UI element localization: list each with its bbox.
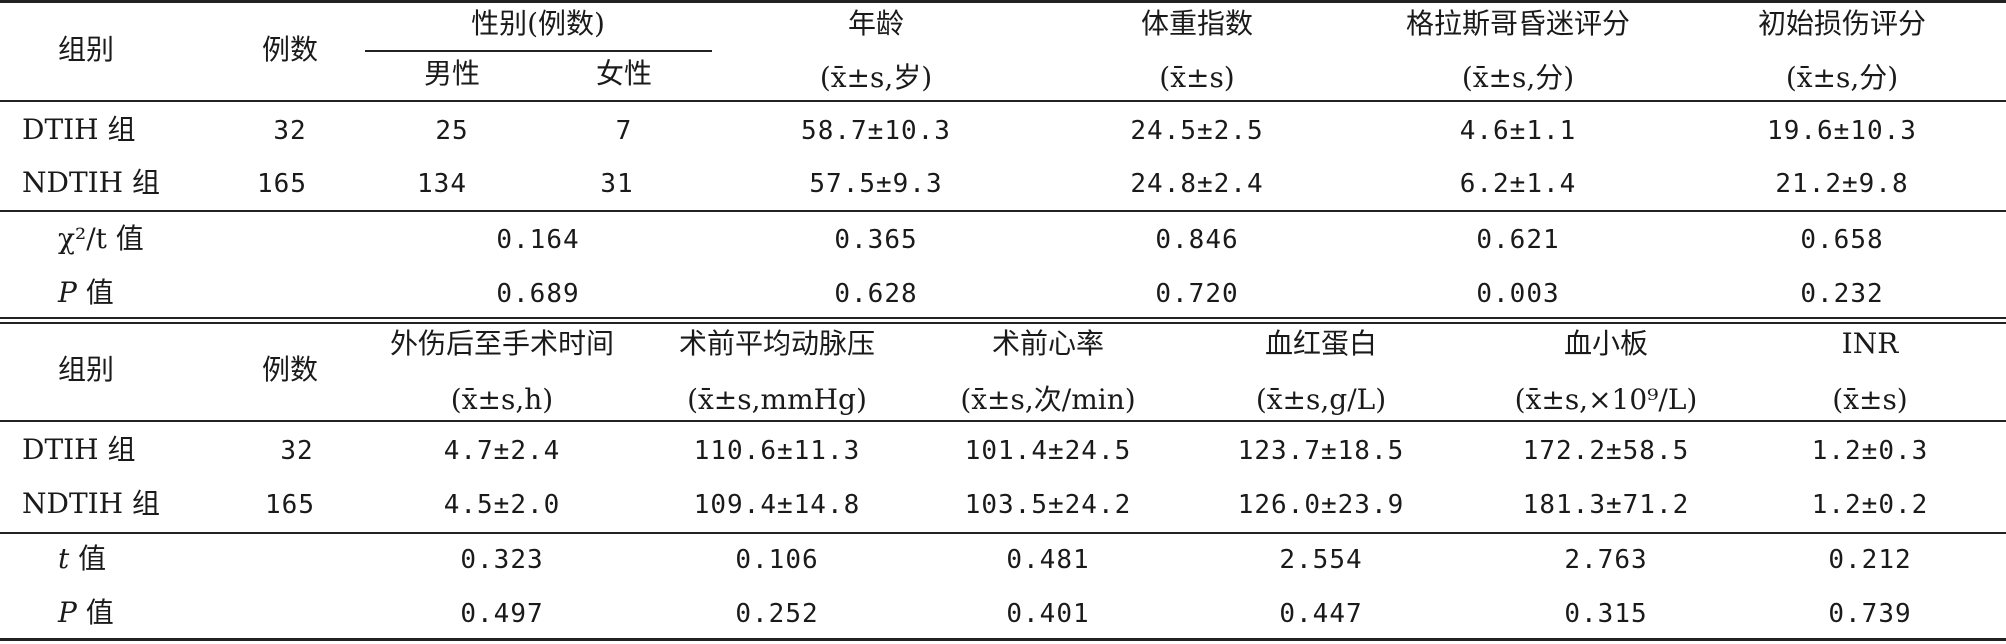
stats-label: χ²/t 值 [58, 222, 144, 255]
row-male: 134 [417, 169, 467, 199]
stats-iss: 0.232 [1800, 279, 1884, 309]
header-gcs-unit: (x̄±s,分) [1461, 61, 1575, 94]
stats-time: 0.497 [460, 599, 544, 629]
stats-label: P 值 [58, 276, 114, 309]
header-hr-unit: (x̄±s,次/min) [960, 383, 1136, 416]
stats-time: 0.323 [460, 545, 544, 575]
row-plt: 181.3±71.2 [1522, 490, 1690, 520]
stats-age: 0.628 [834, 279, 918, 309]
header-iss-unit: (x̄±s,分) [1785, 61, 1899, 94]
stats-age: 0.365 [834, 225, 918, 255]
stats-label: t 值 [58, 542, 107, 575]
row-gcs: 6.2±1.4 [1459, 169, 1577, 199]
row-map: 110.6±11.3 [693, 436, 861, 466]
row-plt: 172.2±58.5 [1522, 436, 1690, 466]
header-age-unit: (x̄±s,岁) [819, 61, 933, 94]
stats-gcs: 0.003 [1476, 279, 1560, 309]
header-hb: 血红蛋白 [1264, 327, 1378, 360]
row-time: 4.5±2.0 [443, 490, 561, 520]
header-map-unit: (x̄±s,mmHg) [687, 383, 867, 416]
row-bmi: 24.5±2.5 [1130, 116, 1264, 146]
row-group: DTIH 组 [22, 433, 136, 466]
stats-rule [0, 210, 2006, 212]
header-sex: 性别(例数) [471, 7, 605, 40]
header-time-unit: (x̄±s,h) [450, 383, 554, 416]
header-age: 年龄 [847, 7, 905, 40]
top-rule [0, 0, 2006, 3]
row-inr: 1.2±0.2 [1811, 490, 1929, 520]
stats-bmi: 0.846 [1155, 225, 1239, 255]
header-time: 外伤后至手术时间 [389, 327, 615, 360]
stats-plt: 0.315 [1564, 599, 1648, 629]
row-bmi: 24.8±2.4 [1130, 169, 1264, 199]
header-inr: INR [1841, 327, 1899, 360]
stats-hr: 0.401 [1006, 599, 1090, 629]
row-group: NDTIH 组 [22, 166, 161, 199]
row-hr: 101.4±24.5 [964, 436, 1132, 466]
header-gcs: 格拉斯哥昏迷评分 [1405, 7, 1631, 40]
stats-hb: 2.554 [1279, 545, 1363, 575]
header-group: 组别 [58, 353, 115, 386]
double-rule-top [0, 317, 2006, 319]
header-bmi: 体重指数 [1140, 7, 1254, 40]
double-rule-bottom [0, 322, 2006, 324]
stats-gcs: 0.621 [1476, 225, 1560, 255]
row-n: 165 [265, 490, 315, 520]
row-age: 58.7±10.3 [801, 116, 951, 146]
header-rule [0, 100, 2006, 102]
stats-rule [0, 532, 2006, 534]
header-female: 女性 [595, 57, 653, 90]
row-hb: 123.7±18.5 [1237, 436, 1405, 466]
row-iss: 21.2±9.8 [1775, 169, 1909, 199]
header-cases: 例数 [261, 33, 319, 66]
row-iss: 19.6±10.3 [1767, 116, 1917, 146]
row-female: 7 [615, 116, 633, 146]
row-group: DTIH 组 [22, 113, 136, 146]
bottom-rule [0, 638, 2006, 641]
stats-hb: 0.447 [1279, 599, 1363, 629]
stats-map: 0.106 [735, 545, 819, 575]
stats-plt: 2.763 [1564, 545, 1648, 575]
row-n: 32 [273, 116, 307, 146]
header-inr-unit: (x̄±s) [1832, 383, 1908, 416]
header-iss: 初始损伤评分 [1757, 7, 1927, 40]
header-group: 组别 [58, 33, 115, 66]
stats-inr: 0.212 [1828, 545, 1912, 575]
stats-hr: 0.481 [1006, 545, 1090, 575]
header-male: 男性 [423, 57, 481, 90]
row-group: NDTIH 组 [22, 487, 161, 520]
row-male: 25 [435, 116, 469, 146]
row-inr: 1.2±0.3 [1811, 436, 1929, 466]
stats-iss: 0.658 [1800, 225, 1884, 255]
row-age: 57.5±9.3 [809, 169, 943, 199]
stats-inr: 0.739 [1828, 599, 1912, 629]
row-hr: 103.5±24.2 [964, 490, 1132, 520]
stats-map: 0.252 [735, 599, 819, 629]
stats-bmi: 0.720 [1155, 279, 1239, 309]
row-hb: 126.0±23.9 [1237, 490, 1405, 520]
row-female: 31 [600, 169, 634, 199]
row-n: 165 [257, 169, 307, 199]
header-cases: 例数 [261, 353, 319, 386]
row-n: 32 [280, 436, 314, 466]
header-hr: 术前心率 [991, 327, 1105, 360]
stats-label: P 值 [58, 596, 114, 629]
header-plt: 血小板 [1563, 327, 1649, 360]
sex-subheader-rule [365, 50, 712, 52]
header-rule [0, 420, 2006, 422]
header-map: 术前平均动脉压 [678, 327, 876, 360]
row-gcs: 4.6±1.1 [1459, 116, 1577, 146]
header-bmi-unit: (x̄±s) [1159, 61, 1235, 94]
stats-sex: 0.689 [496, 279, 580, 309]
header-hb-unit: (x̄±s,g/L) [1255, 383, 1387, 416]
row-time: 4.7±2.4 [443, 436, 561, 466]
header-plt-unit: (x̄±s,×10⁹/L) [1514, 383, 1698, 416]
stats-sex: 0.164 [496, 225, 580, 255]
row-map: 109.4±14.8 [693, 490, 861, 520]
